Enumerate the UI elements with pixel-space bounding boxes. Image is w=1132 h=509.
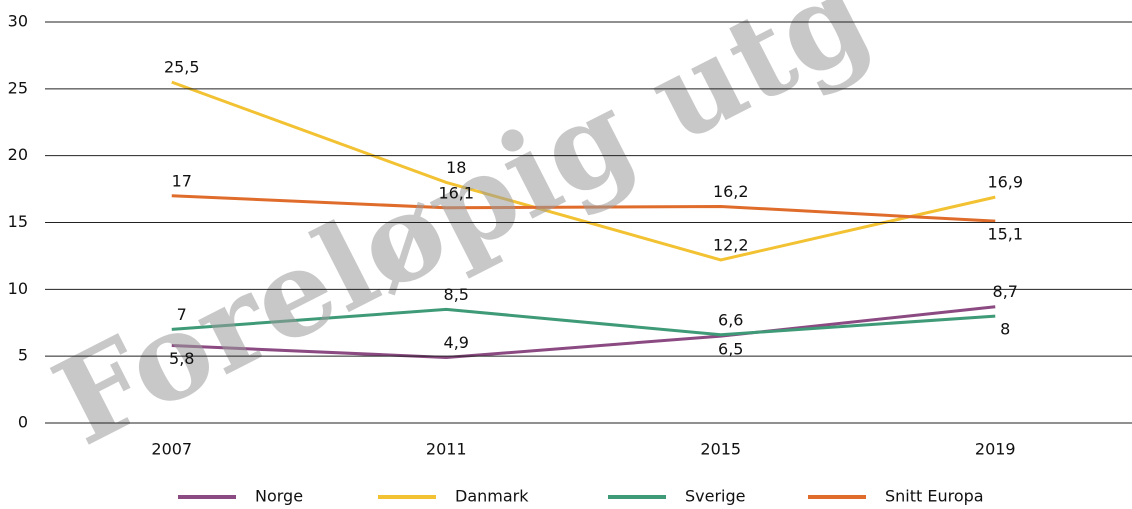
data-label: 15,1	[987, 225, 1023, 244]
x-tick-label: 2011	[426, 440, 467, 459]
data-label: 8	[1000, 320, 1010, 339]
data-label: 5,8	[169, 349, 194, 368]
x-tick-label: 2007	[151, 440, 192, 459]
x-tick-label: 2019	[975, 440, 1016, 459]
data-label: 6,5	[718, 340, 743, 359]
legend-label: Norge	[255, 487, 303, 506]
watermark: Foreløpig utg	[33, 0, 890, 472]
legend-label: Snitt Europa	[885, 487, 984, 506]
y-tick-label: 30	[8, 12, 28, 31]
data-label: 6,6	[718, 310, 743, 329]
data-label: 18	[446, 158, 466, 177]
data-label: 25,5	[164, 58, 200, 77]
data-label: 12,2	[713, 235, 749, 254]
data-label: 8,5	[444, 285, 469, 304]
data-label: 8,7	[993, 282, 1018, 301]
series-line	[171, 305, 996, 360]
data-label: 7	[177, 305, 187, 324]
x-tick-label: 2015	[700, 440, 741, 459]
data-label: 17	[172, 171, 192, 190]
series-line	[171, 80, 996, 262]
legend-label: Sverige	[685, 487, 746, 506]
y-tick-label: 25	[8, 78, 28, 97]
y-tick-label: 15	[8, 212, 28, 231]
y-tick-label: 10	[8, 279, 28, 298]
data-label: 16,1	[438, 183, 474, 202]
data-label: 16,2	[713, 182, 749, 201]
legend-label: Danmark	[455, 487, 529, 506]
series-line	[171, 307, 996, 337]
y-tick-label: 5	[18, 346, 28, 365]
series-line	[171, 194, 996, 223]
data-label: 4,9	[444, 333, 469, 352]
y-tick-label: 0	[18, 413, 28, 432]
data-label: 16,9	[987, 173, 1023, 192]
y-tick-label: 20	[8, 145, 28, 164]
